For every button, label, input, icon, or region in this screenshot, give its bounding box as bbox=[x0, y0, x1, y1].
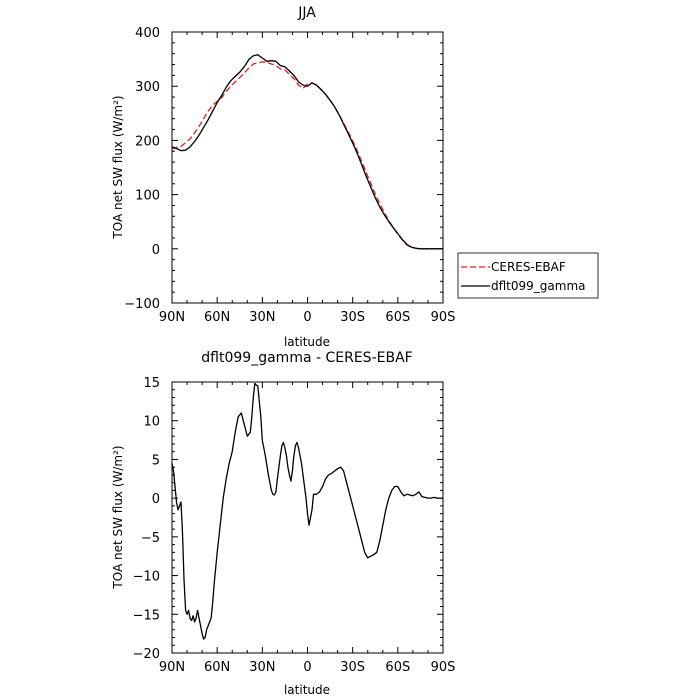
top-panel-y-tick-label: 200 bbox=[135, 134, 160, 149]
top-panel-y-tick-label: 300 bbox=[135, 80, 160, 95]
bottom-panel-x-tick-label: 60N bbox=[204, 660, 230, 675]
bottom-panel-x-tick-label: 0 bbox=[303, 660, 311, 675]
bottom-panel-y-tick-label: −10 bbox=[133, 570, 160, 585]
top-panel-legend: CERES-EBAF dflt099_gamma bbox=[457, 252, 599, 299]
bottom-panel-y-tick-label: 15 bbox=[143, 376, 160, 391]
bottom-panel-y-tick-label: 10 bbox=[143, 415, 160, 430]
top-panel-y-tick-label: −100 bbox=[124, 297, 160, 312]
top-panel-x-axis-label: latitude bbox=[284, 335, 330, 349]
top-panel: JJA latitude TOA net SW flux (W/m²) CERE… bbox=[111, 5, 599, 349]
top-panel-x-tick-label: 60N bbox=[204, 310, 230, 325]
top-panel-x-tick-label: 30S bbox=[340, 310, 365, 325]
bottom-panel-y-tick-label: 0 bbox=[152, 492, 160, 507]
top-panel-y-tick-label: 100 bbox=[135, 189, 160, 204]
bottom-panel-y-tick-label: −15 bbox=[133, 608, 160, 623]
top-panel-y-axis-label: TOA net SW flux (W/m²) bbox=[111, 95, 125, 239]
top-panel-y-tick-label: 0 bbox=[152, 243, 160, 258]
legend-label-model: dflt099_gamma bbox=[491, 279, 586, 293]
bottom-panel-x-tick-label: 30N bbox=[249, 660, 275, 675]
bottom-panel-y-axis-label: TOA net SW flux (W/m²) bbox=[111, 445, 125, 589]
bottom-panel-title: dflt099_gamma - CERES-EBAF bbox=[201, 350, 412, 366]
top-panel-x-tick-label: 90S bbox=[431, 310, 456, 325]
bottom-panel-y-tick-label: −5 bbox=[141, 531, 160, 546]
bottom-panel-x-tick-label: 90N bbox=[159, 660, 185, 675]
bottom-panel-x-tick-label: 60S bbox=[385, 660, 410, 675]
bottom-panel-x-tick-label: 30S bbox=[340, 660, 365, 675]
top-panel-x-tick-label: 30N bbox=[249, 310, 275, 325]
bottom-panel: dflt099_gamma - CERES-EBAF latitude TOA … bbox=[111, 350, 455, 697]
bottom-panel-x-tick-label: 90S bbox=[431, 660, 456, 675]
bottom-panel-x-axis-label: latitude bbox=[284, 683, 330, 697]
bottom-panel-y-tick-label: −20 bbox=[133, 647, 160, 662]
top-panel-x-tick-label: 90N bbox=[159, 310, 185, 325]
top-panel-title: JJA bbox=[297, 5, 316, 21]
top-panel-series-line-2 bbox=[171, 54, 443, 250]
top-panel-x-tick-label: 60S bbox=[385, 310, 410, 325]
bottom-panel-y-tick-label: 5 bbox=[152, 453, 160, 468]
legend-label-ceres: CERES-EBAF bbox=[491, 260, 566, 274]
bottom-panel-series-line-1 bbox=[171, 382, 443, 640]
top-panel-y-tick-label: 400 bbox=[135, 26, 160, 41]
top-panel-x-tick-label: 0 bbox=[303, 310, 311, 325]
top-panel-series-line-1 bbox=[171, 61, 443, 250]
top-panel-plot-frame bbox=[171, 31, 444, 304]
legend-box bbox=[457, 252, 599, 299]
